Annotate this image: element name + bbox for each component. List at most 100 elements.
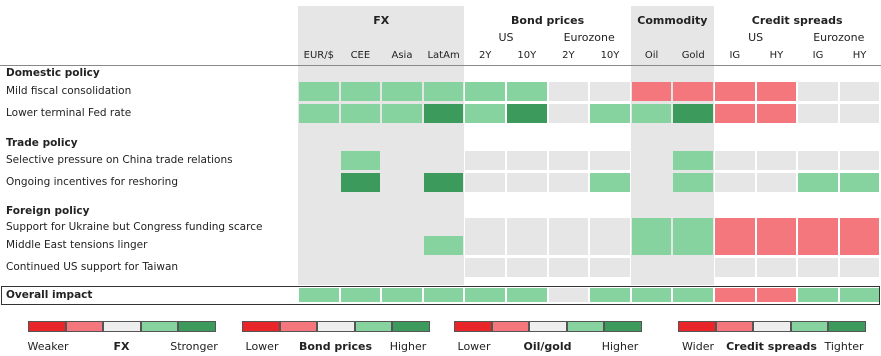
cell (299, 218, 339, 237)
cell (631, 151, 672, 170)
cell (756, 82, 797, 101)
legend-swatch (529, 321, 567, 332)
cell (548, 236, 589, 255)
column-label: CEE (350, 50, 371, 61)
cell (798, 173, 838, 192)
cell (590, 173, 630, 192)
legend-low: Lower (245, 340, 279, 353)
cell (798, 104, 838, 123)
cell (590, 82, 630, 101)
row-label: Middle East tensions linger (6, 239, 148, 251)
legend-name: FX (113, 340, 130, 353)
legend-high: Tighter (824, 340, 864, 353)
row-label: Selective pressure on China trade relati… (6, 154, 233, 166)
cell (423, 218, 464, 237)
cell (756, 173, 797, 192)
cell (423, 258, 464, 277)
legend-swatch (103, 321, 141, 332)
column-label: HY (769, 50, 784, 61)
cell (756, 288, 797, 302)
section-label: Trade policy (6, 137, 78, 149)
cell (423, 236, 464, 255)
legend-swatch (178, 321, 216, 332)
cell (548, 218, 589, 237)
column-label: Oil (644, 50, 659, 61)
legend-name: Bond prices (298, 340, 373, 353)
row-label: Ongoing incentives for reshoring (6, 176, 178, 188)
cell (715, 104, 755, 123)
legend-swatch (715, 321, 753, 332)
cell (382, 218, 422, 237)
row-label: Mild fiscal consolidation (6, 85, 132, 97)
cell (715, 82, 755, 101)
cell (299, 104, 339, 123)
cell (673, 288, 713, 302)
cell (340, 218, 381, 237)
legend-low: Weaker (27, 340, 69, 353)
legend-swatch (753, 321, 791, 332)
column-label: 2Y (562, 50, 575, 61)
cell (756, 218, 797, 237)
cell (715, 288, 755, 302)
cell (798, 151, 838, 170)
legend-high: Higher (601, 340, 639, 353)
legend-swatch (566, 321, 604, 332)
cell (548, 173, 589, 192)
cell (756, 151, 797, 170)
cell (756, 258, 797, 277)
cell (631, 173, 672, 192)
column-label: 10Y (600, 50, 620, 61)
cell (839, 258, 880, 277)
cell (423, 104, 464, 123)
cell (839, 173, 880, 192)
cell (507, 82, 547, 101)
cell (507, 236, 547, 255)
cell (839, 218, 880, 237)
cell (423, 288, 464, 302)
cell (340, 173, 381, 192)
cell (465, 173, 505, 192)
legend-low: Lower (457, 340, 491, 353)
cell (839, 288, 880, 302)
column-label: Gold (681, 50, 705, 61)
cell (798, 82, 838, 101)
legend-swatch (317, 321, 355, 332)
group-label: FX (373, 14, 390, 27)
cell (631, 258, 672, 277)
section-label: Domestic policy (6, 67, 100, 79)
legend-swatch (491, 321, 529, 332)
legend-swatch (828, 321, 866, 332)
column-label: Asia (391, 50, 413, 61)
legend-high: Higher (389, 340, 427, 353)
cell (382, 258, 422, 277)
cell (423, 173, 464, 192)
cell (548, 288, 589, 302)
legend-low: Wider (682, 340, 714, 353)
subgroup-label: US (748, 31, 764, 44)
cell (715, 151, 755, 170)
cell (673, 218, 713, 237)
cell (299, 288, 339, 302)
legend-swatch (392, 321, 430, 332)
cell (673, 151, 713, 170)
cell (465, 82, 505, 101)
cell (548, 258, 589, 277)
cell (756, 236, 797, 255)
column-label: IG (812, 50, 824, 61)
cell (382, 82, 422, 101)
cell (382, 151, 422, 170)
cell (299, 151, 339, 170)
cell (340, 258, 381, 277)
column-label: IG (729, 50, 741, 61)
cell (839, 236, 880, 255)
cell (631, 218, 672, 237)
cell (340, 104, 381, 123)
group-label: Commodity (637, 14, 708, 27)
legend-swatch (678, 321, 716, 332)
cell (590, 151, 630, 170)
column-label: EUR/$ (303, 50, 334, 61)
legend-high: Stronger (170, 340, 218, 353)
legend-name: Credit spreads (726, 340, 817, 353)
cell (590, 288, 630, 302)
column-label: 2Y (478, 50, 492, 61)
